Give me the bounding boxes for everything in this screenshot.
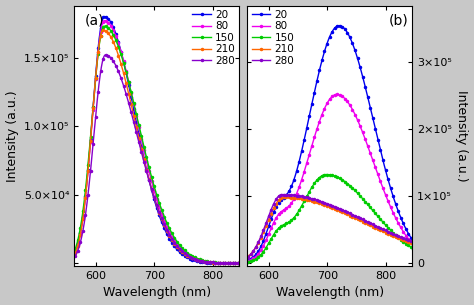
80 [216, 261, 221, 265]
Legend: 20, 80, 150, 210, 280: 20, 80, 150, 210, 280 [251, 9, 295, 67]
20 [341, 26, 347, 30]
210 [216, 261, 221, 265]
80 [239, 261, 245, 265]
150 [351, 187, 356, 191]
210 [173, 243, 178, 247]
280 [341, 209, 347, 213]
210 [412, 243, 418, 246]
150 [389, 229, 394, 233]
20 [351, 45, 356, 48]
Y-axis label: Intensity (a.u.): Intensity (a.u.) [456, 90, 468, 181]
20 [216, 261, 221, 265]
280 [198, 259, 204, 263]
20 [178, 251, 183, 255]
80 [253, 255, 259, 258]
280 [371, 223, 377, 227]
210 [351, 215, 356, 219]
210 [341, 211, 347, 215]
Line: 210: 210 [73, 29, 243, 264]
280 [173, 242, 178, 246]
280 [168, 236, 174, 239]
150 [253, 257, 259, 261]
150 [178, 244, 183, 248]
210 [198, 259, 204, 263]
Line: 150: 150 [73, 25, 243, 264]
20 [346, 33, 351, 36]
20 [173, 246, 178, 249]
150 [371, 210, 377, 214]
150 [239, 261, 245, 265]
Line: 150: 150 [246, 174, 416, 263]
20 [239, 261, 245, 265]
150 [412, 248, 418, 251]
280 [253, 245, 259, 249]
80 [351, 110, 356, 113]
150 [173, 238, 178, 241]
Line: 80: 80 [73, 20, 243, 264]
Line: 280: 280 [73, 54, 243, 264]
80 [198, 259, 204, 263]
Line: 210: 210 [246, 196, 416, 258]
80 [412, 245, 418, 248]
280 [351, 213, 356, 217]
20 [389, 189, 394, 193]
20 [412, 242, 418, 245]
150 [168, 230, 174, 234]
210 [346, 213, 351, 217]
210 [178, 249, 183, 253]
80 [173, 241, 178, 244]
280 [216, 261, 221, 265]
Line: 280: 280 [246, 194, 416, 258]
150 [80, 208, 86, 211]
Legend: 20, 80, 150, 210, 280: 20, 80, 150, 210, 280 [191, 9, 236, 67]
20 [168, 239, 174, 243]
80 [178, 247, 183, 251]
Text: (a): (a) [84, 13, 104, 27]
210 [253, 245, 259, 249]
280 [239, 261, 245, 265]
Line: 80: 80 [246, 93, 416, 262]
80 [346, 101, 351, 105]
X-axis label: Wavelength (nm): Wavelength (nm) [103, 286, 211, 300]
210 [371, 225, 377, 229]
150 [346, 183, 351, 186]
X-axis label: Wavelength (nm): Wavelength (nm) [276, 286, 384, 300]
Line: 20: 20 [246, 24, 416, 261]
80 [371, 162, 377, 166]
210 [239, 261, 245, 265]
210 [80, 215, 86, 219]
80 [389, 207, 394, 211]
80 [80, 214, 86, 218]
Y-axis label: Intensity (a.u.): Intensity (a.u.) [6, 90, 18, 181]
80 [341, 96, 347, 99]
80 [168, 234, 174, 237]
280 [346, 211, 351, 214]
210 [389, 233, 394, 237]
280 [412, 241, 418, 245]
210 [168, 237, 174, 240]
20 [371, 122, 377, 126]
20 [253, 252, 259, 256]
150 [341, 179, 347, 183]
150 [198, 258, 204, 262]
150 [216, 261, 221, 264]
280 [389, 231, 394, 235]
20 [198, 260, 204, 264]
280 [80, 228, 86, 231]
280 [178, 248, 183, 252]
20 [80, 214, 86, 217]
Text: (b): (b) [389, 13, 409, 27]
Line: 20: 20 [73, 16, 243, 264]
